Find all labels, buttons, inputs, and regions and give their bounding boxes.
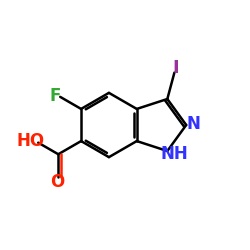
Text: NH: NH <box>161 145 188 163</box>
Text: F: F <box>49 87 60 105</box>
Text: N: N <box>186 115 200 133</box>
Text: HO: HO <box>17 132 45 150</box>
Text: O: O <box>50 173 64 191</box>
Text: I: I <box>172 59 179 77</box>
